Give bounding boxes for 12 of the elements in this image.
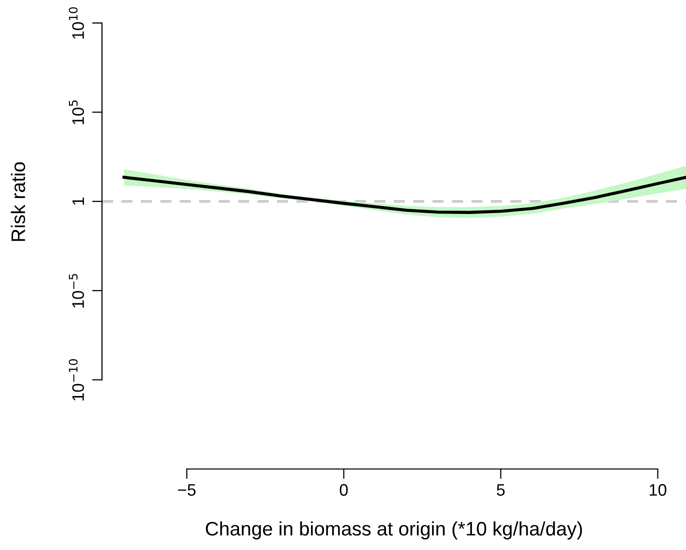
y-tick-label: 10$^{−10}$ <box>68 359 84 400</box>
x-tick-label: 0 <box>340 484 348 496</box>
y-tick-label: 10$^{10}$ <box>68 7 84 39</box>
x-axis-title: Change in biomass at origin (*10 kg/ha/day) <box>206 521 582 540</box>
x-tick-label: 5 <box>496 484 505 496</box>
line-series <box>122 176 686 214</box>
y-axis-title: Risk ratio <box>10 162 26 241</box>
y-tick-label: 10$^{−5}$ <box>68 274 84 308</box>
y-tick-label: 10$^{5}$ <box>68 100 84 124</box>
x-tick-label: 10 <box>650 484 666 496</box>
y-tick-label: 1 <box>72 198 84 205</box>
x-tick-label: −5 <box>178 484 196 496</box>
